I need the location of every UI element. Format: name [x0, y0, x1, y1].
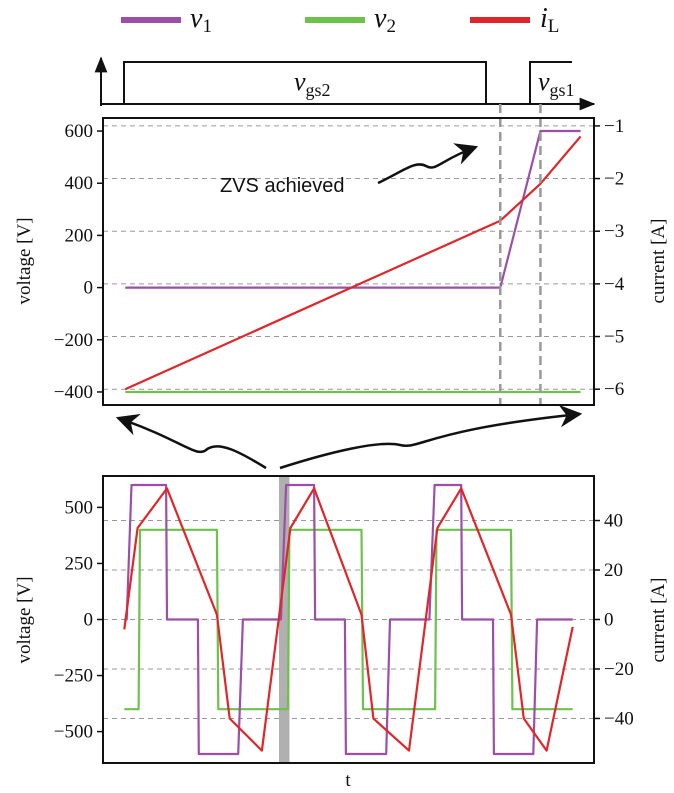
zoomed-ylabel-left: voltage [V]: [14, 217, 35, 304]
zoomed-right-ticks: −6 −5 −4 −3 −2 −1: [594, 116, 625, 400]
overview-right-tick-label: −40: [604, 708, 634, 729]
gate-label-vgs2: vgs2: [294, 67, 331, 100]
zvs-annotation-arrow: [377, 143, 479, 185]
overview-right-tick-label: 40: [604, 511, 623, 532]
legend-label-iL: iL: [540, 3, 559, 37]
zoomed-grid: [103, 125, 594, 390]
overview-left-tick-label: 0: [84, 610, 94, 631]
zoomed-event-lines: [499, 104, 542, 405]
gate-pulse-vgs1: [529, 61, 572, 104]
gate-signal-diagram: vgs2 vgs1: [94, 56, 596, 111]
overview-zoom-window: [279, 476, 290, 763]
zoomed-right-tick-label: −2: [604, 169, 624, 190]
overview-series-v1: [124, 483, 573, 756]
zoomed-left-tick-label: 400: [65, 173, 94, 194]
zoomed-right-tick-label: −3: [604, 221, 624, 242]
overview-right-ticks: −40 −20 0 20 40: [594, 511, 634, 729]
zoomed-right-tick-label: −6: [604, 379, 624, 400]
gate-pulse-vgs2: [123, 61, 487, 104]
zoomed-plot-frame: [102, 117, 595, 406]
zoomed-left-tick-label: −200: [54, 330, 93, 351]
zoomed-series-v1: [125, 129, 581, 289]
overview-left-tick-label: −500: [54, 722, 93, 743]
legend-item-iL: iL: [470, 3, 559, 37]
zoomed-left-tick-label: 200: [65, 225, 94, 246]
legend-label-v2: v2: [374, 3, 396, 37]
zvs-annotation: ZVS achieved: [220, 175, 345, 197]
overview-left-ticks: −500 −250 0 250 500: [54, 497, 103, 743]
zoomed-right-tick-label: −4: [604, 274, 625, 295]
zoomed-left-ticks: −400 −200 0 200 400 600: [54, 121, 103, 403]
zoomed-series-iL: [124, 135, 582, 391]
zoomed-chart: −400 −200 0 200 400 600 −6 −5 −4 −3 −2 −1 voltage …: [14, 104, 669, 406]
zoom-indicator-arrows: [115, 404, 583, 470]
legend-label-v1: v1: [190, 3, 212, 37]
overview-series-iL: [123, 487, 574, 752]
overview-ylabel-left: voltage [V]: [14, 576, 35, 663]
zoomed-right-tick-label: −1: [604, 116, 624, 137]
overview-xlabel: t: [345, 770, 351, 791]
overview-left-tick-label: −250: [54, 666, 93, 687]
gate-label-vgs1: vgs1: [538, 67, 575, 100]
overview-right-tick-label: 20: [604, 560, 623, 581]
zoomed-ylabel-right: current [A]: [648, 219, 669, 304]
legend: v1 v2 iL: [121, 3, 559, 37]
zoomed-left-tick-label: −400: [54, 382, 93, 403]
overview-series-v2: [124, 528, 573, 711]
zoom-arrow-right: [279, 404, 583, 470]
overview-right-tick-label: 0: [604, 610, 614, 631]
zoomed-series: [124, 129, 582, 394]
zoomed-right-tick-label: −5: [604, 327, 624, 348]
overview-right-tick-label: −20: [604, 659, 634, 680]
legend-item-v1: v1: [121, 3, 212, 37]
overview-left-tick-label: 250: [65, 553, 94, 574]
zoomed-left-tick-label: 0: [84, 278, 94, 299]
overview-ylabel-right: current [A]: [648, 578, 669, 663]
legend-item-v2: v2: [305, 3, 396, 37]
overview-series: [123, 483, 574, 756]
zoom-arrow-left: [115, 413, 267, 470]
overview-zoom-window: [279, 476, 290, 763]
overview-left-tick-label: 500: [65, 497, 94, 518]
zoomed-left-tick-label: 600: [65, 121, 94, 142]
